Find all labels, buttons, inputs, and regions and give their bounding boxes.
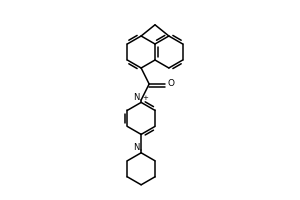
Text: N: N: [133, 93, 139, 102]
Text: +: +: [142, 95, 148, 101]
Text: O: O: [167, 79, 174, 88]
Text: N: N: [133, 143, 139, 152]
